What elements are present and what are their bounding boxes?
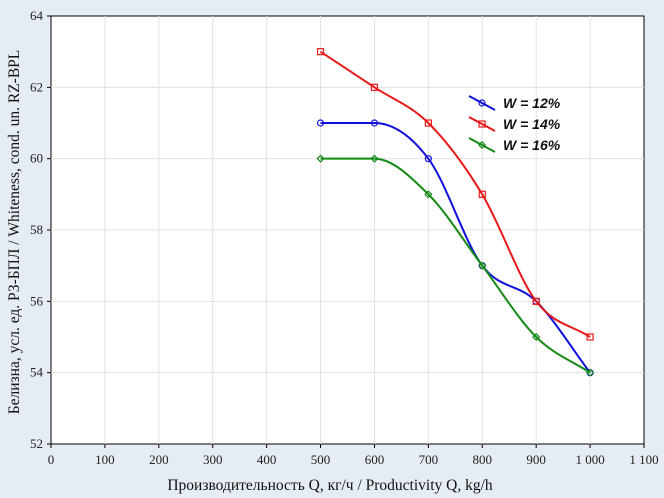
y-axis-title: Белизна, усл. ед. РЗ-БПЛ / Whiteness, co… (6, 50, 23, 415)
y-tick-label: 56 (30, 293, 44, 308)
legend-item: W = 14% (468, 116, 561, 132)
series-group (316, 48, 595, 377)
legend-item: W = 12% (468, 95, 561, 111)
data-point-marker (586, 368, 595, 377)
legend-label: W = 16% (503, 137, 561, 153)
x-tick-label: 700 (419, 452, 439, 467)
data-point-marker (424, 155, 432, 163)
y-tick-label: 64 (30, 8, 44, 23)
y-tick-label: 54 (30, 365, 44, 380)
data-point-marker (477, 140, 487, 150)
y-tick-label: 62 (30, 79, 43, 94)
data-point-marker (478, 120, 486, 128)
y-tick-label: 52 (30, 436, 43, 451)
x-tick-label: 200 (149, 452, 169, 467)
data-point-marker (532, 297, 540, 305)
x-tick-label: 100 (95, 452, 115, 467)
data-point-marker (370, 119, 379, 127)
x-tick-label: 600 (365, 452, 385, 467)
data-point-marker (316, 48, 325, 56)
legend-item: W = 16% (468, 137, 561, 153)
data-point-marker (316, 119, 325, 127)
data-point-marker (424, 190, 433, 199)
x-tick-label: 300 (203, 452, 223, 467)
x-tick-label: 0 (48, 452, 55, 467)
data-point-marker (370, 83, 379, 91)
series-w-16 (316, 154, 595, 377)
data-point-marker (478, 99, 486, 107)
data-point-marker (532, 332, 541, 342)
data-point-marker (370, 154, 379, 163)
x-tick-label: 1 000 (575, 452, 604, 467)
x-tick-label: 400 (257, 452, 277, 467)
x-tick-label: 900 (526, 452, 546, 467)
series-line (320, 157, 591, 374)
data-point-marker (424, 119, 432, 127)
legend-swatch-line (468, 116, 496, 132)
x-tick-label: 1 100 (629, 452, 658, 467)
legend-swatch-line (468, 137, 496, 153)
series-w-14 (316, 48, 594, 341)
legend-label: W = 14% (503, 116, 561, 132)
x-tick-label: 800 (473, 452, 493, 467)
y-tick-label: 58 (30, 222, 43, 237)
data-point-marker (316, 154, 325, 163)
grid (51, 16, 644, 444)
data-point-marker (478, 261, 487, 270)
legend: W = 12% W = 14% W = 16% (468, 95, 561, 153)
axis-ticks: 0 100 200 300 400 500 600 700 800 900 1 000 1 100 52… (30, 8, 659, 467)
x-axis-title: Производительность Q, кг/ч / Productivit… (167, 477, 493, 494)
legend-label: W = 12% (503, 95, 561, 111)
x-tick-label: 500 (311, 452, 331, 467)
data-point-marker (586, 333, 594, 341)
legend-swatch-line (468, 95, 496, 111)
y-tick-label: 60 (30, 151, 43, 166)
data-point-marker (478, 190, 486, 198)
